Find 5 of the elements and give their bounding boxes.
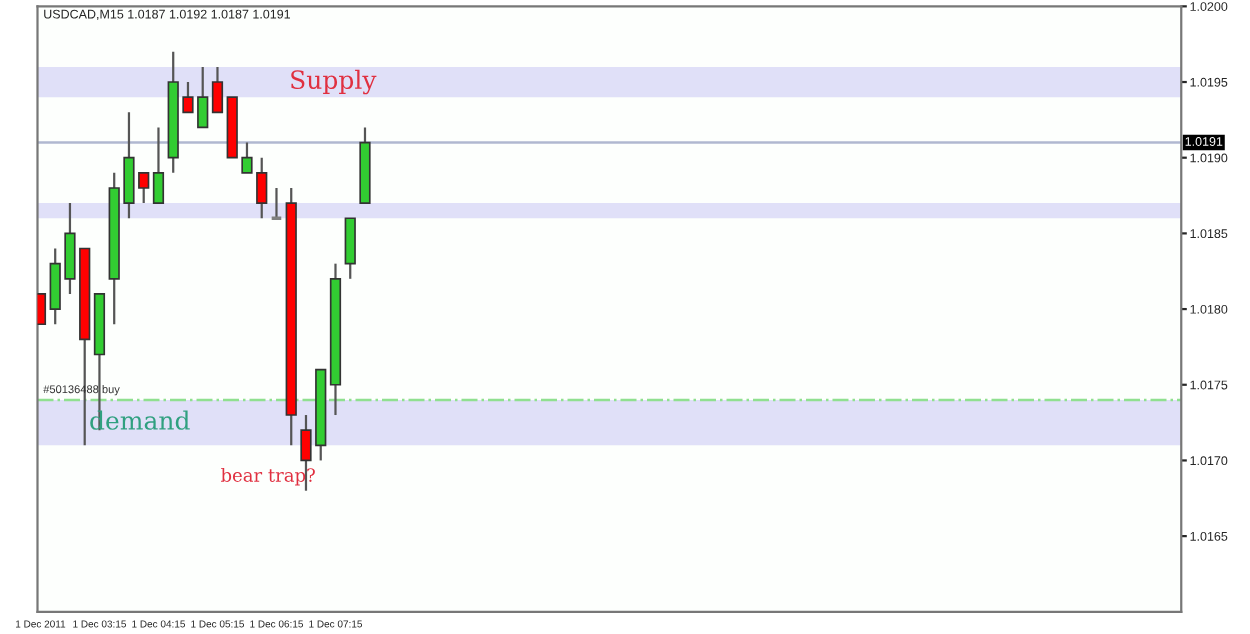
band-label: Supply: [291, 69, 377, 95]
candlestick: [211, 65, 224, 114]
candlestick: [344, 217, 356, 280]
candlestick: [37, 293, 47, 326]
candlestick: [152, 126, 165, 205]
